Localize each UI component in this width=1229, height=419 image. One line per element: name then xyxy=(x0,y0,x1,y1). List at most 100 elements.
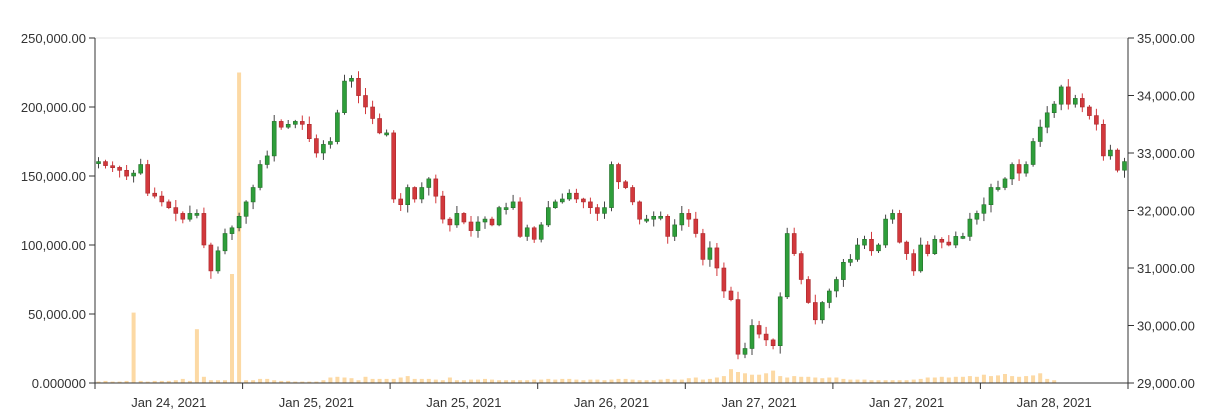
volume-bar xyxy=(595,379,600,383)
candle-body xyxy=(1030,141,1036,165)
volume-bar xyxy=(939,376,944,383)
candle-body xyxy=(665,216,671,237)
volume-bar xyxy=(1031,375,1036,383)
candle-body xyxy=(756,325,762,335)
candle-body xyxy=(1009,164,1015,180)
candle-body xyxy=(728,290,734,300)
candle-body xyxy=(763,333,769,341)
candle-body xyxy=(679,213,685,226)
volume-bar xyxy=(1024,376,1029,383)
candle-body xyxy=(672,224,678,237)
candle-body xyxy=(1115,149,1120,171)
candle-body xyxy=(482,218,488,223)
candle-body xyxy=(1058,86,1064,105)
candle-body xyxy=(911,253,917,272)
volume-bar xyxy=(785,377,790,383)
candle-body xyxy=(925,244,931,254)
volume-bar xyxy=(244,380,249,383)
volume-bar xyxy=(686,378,691,383)
volume-bar xyxy=(511,380,516,383)
candle-body xyxy=(215,250,221,272)
candle-body xyxy=(433,178,439,197)
volume-bar xyxy=(602,380,607,383)
candle-body xyxy=(939,239,945,243)
volume-bar xyxy=(637,380,642,383)
volume-bar xyxy=(553,379,558,383)
volume-bar xyxy=(440,380,445,383)
volume-bar xyxy=(145,381,150,383)
volume-bar xyxy=(665,378,670,383)
candle-body xyxy=(328,141,333,145)
axes: 0.000000 50,000.00 100,000.00 150,000.00 200… xyxy=(21,31,1195,410)
candle-body xyxy=(883,218,888,246)
volume-bar xyxy=(230,274,234,383)
candle-body xyxy=(1108,149,1113,157)
volume-bar xyxy=(476,379,480,383)
candle-body xyxy=(363,95,368,108)
right-axis-tick-label: 35,000.00 xyxy=(1137,31,1195,46)
candle-body xyxy=(918,244,924,272)
candle-body xyxy=(419,187,425,200)
volume-bar xyxy=(447,377,452,383)
volume-bar xyxy=(960,376,965,383)
right-axis-tick-label: 31,000.00 xyxy=(1137,261,1195,276)
candle-body xyxy=(503,207,509,210)
volume-bar xyxy=(714,377,719,383)
volume-bar xyxy=(806,376,811,383)
candle-body xyxy=(524,227,530,237)
x-axis-tick-label: Jan 24, 2021 xyxy=(131,395,206,410)
volume-bar xyxy=(932,377,937,383)
volume-bar xyxy=(328,377,333,383)
volume-bar xyxy=(862,379,867,383)
candle-body xyxy=(1016,164,1022,174)
candle-body xyxy=(1066,86,1071,105)
volume-bar xyxy=(300,381,305,383)
candle-body xyxy=(686,213,692,220)
candle-body xyxy=(826,290,832,303)
candle-body xyxy=(566,192,572,200)
volume-bar xyxy=(1052,380,1057,383)
volume-bar xyxy=(778,376,783,383)
volume-bar xyxy=(391,378,396,383)
volume-bar xyxy=(989,376,993,383)
volume-bar xyxy=(679,379,684,383)
candle-body xyxy=(391,132,397,200)
candle-body xyxy=(707,247,713,260)
volume-bar xyxy=(1038,373,1043,383)
candle-body xyxy=(103,161,108,166)
volume-bar xyxy=(953,376,958,383)
candle-body xyxy=(187,213,193,220)
left-axis-tick-label: 0.000000 xyxy=(32,376,86,391)
candle-body xyxy=(145,164,150,194)
candle-body xyxy=(384,132,389,136)
volume-bar xyxy=(827,377,832,383)
candle-body xyxy=(897,213,902,243)
volume-bar xyxy=(736,372,740,383)
candle-body xyxy=(791,233,797,254)
volume-bar xyxy=(799,376,804,383)
right-axis-tick-label: 33,000.00 xyxy=(1137,146,1195,161)
volume-bar xyxy=(855,379,860,383)
volume-bar xyxy=(911,379,916,383)
candle-body xyxy=(932,239,938,255)
volume-bar xyxy=(996,375,1000,383)
volume-bar xyxy=(363,376,368,383)
candle-body xyxy=(798,253,804,280)
volume-bar xyxy=(124,380,129,383)
candles xyxy=(96,71,1127,360)
volume-bar xyxy=(96,381,101,383)
volume-bar xyxy=(967,376,972,383)
candle-body xyxy=(651,216,657,220)
volume-bar xyxy=(581,380,586,383)
candle-body xyxy=(489,218,495,226)
candle-body xyxy=(770,339,776,346)
x-axis-tick-label: Jan 25, 2021 xyxy=(279,395,354,410)
volume-bar xyxy=(461,380,466,383)
candle-body xyxy=(630,187,635,203)
candle-body xyxy=(264,155,270,165)
volume-bar xyxy=(707,378,712,383)
volume-bar xyxy=(258,378,263,383)
volume-bar xyxy=(869,380,874,383)
candle-body xyxy=(1023,164,1029,174)
candle-body xyxy=(700,233,706,260)
